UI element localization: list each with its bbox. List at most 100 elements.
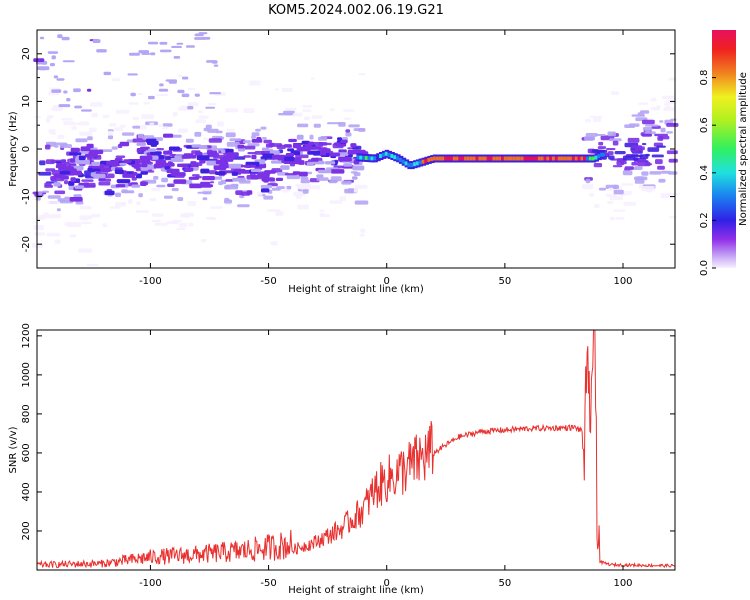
spectrogram-cell	[340, 139, 348, 144]
spectrogram-cell	[157, 124, 164, 128]
spectrogram-cell	[53, 182, 61, 187]
spectrogram-cell	[283, 189, 288, 193]
spectrogram-cell	[384, 151, 390, 156]
spectrogram-cell	[275, 211, 284, 216]
spectrogram-cell	[489, 156, 495, 161]
spectrogram-cell	[157, 155, 164, 160]
spectrogram-cell	[176, 227, 186, 230]
spectrogram-cell	[598, 141, 604, 146]
spectrogram-cell	[657, 165, 665, 170]
spectrogram-cell	[161, 177, 168, 183]
spectrogram-cell	[606, 148, 616, 151]
spectrogram-cell	[69, 197, 83, 202]
spectrogram-cell	[37, 215, 50, 219]
spectrogram-cell	[195, 151, 201, 155]
spectrogram-cell	[79, 215, 90, 221]
spectrogram-cell	[63, 90, 68, 94]
spectrogram-cell	[86, 88, 92, 92]
spectrogram-cell	[121, 189, 128, 194]
spectrogram-cell	[54, 142, 67, 146]
spectrogram-cell	[503, 156, 509, 161]
spectrogram-cell	[447, 156, 452, 161]
spectrogram-cell	[79, 205, 92, 210]
y-tick-label: 1000	[21, 362, 32, 387]
spectrogram-cell	[430, 157, 435, 162]
spectrogram-cell	[170, 172, 181, 176]
spectrogram-cell	[316, 177, 329, 181]
spectrogram-cell	[57, 198, 71, 202]
spectrogram-cell	[167, 183, 175, 187]
spectrogram-cell	[300, 179, 310, 184]
spectrogram-cell	[168, 146, 180, 151]
spectrogram-cell	[584, 119, 591, 123]
spectrogram-cell	[396, 156, 401, 161]
spectrogram-cell	[589, 192, 594, 197]
spectrogram-cell	[128, 199, 133, 204]
spectrogram-cell	[247, 152, 257, 155]
spectrogram-cell	[373, 156, 378, 161]
spectrogram-cell	[231, 156, 246, 160]
spectrogram-cell	[310, 77, 315, 80]
spectrogram-cell	[656, 145, 666, 148]
spectrogram-cell	[359, 233, 365, 237]
spectrogram-cell	[330, 169, 345, 174]
spectrogram-cell	[115, 202, 127, 207]
spectrogram-cell	[593, 163, 603, 168]
spectrogram-cell	[427, 157, 432, 162]
y-tick-label: 10	[21, 95, 32, 108]
spectrogram-cell	[577, 156, 582, 161]
spectrogram-cell	[201, 36, 211, 40]
spectrogram-cell	[176, 42, 184, 45]
spectrogram-cell	[42, 190, 49, 193]
spectrogram-cell	[132, 117, 139, 121]
spectrogram-cell	[605, 184, 619, 189]
spectrogram-cell	[302, 104, 312, 108]
spectrogram-cell	[594, 203, 600, 209]
spectrogram-cell	[50, 213, 62, 219]
spectrogram-cell	[251, 154, 257, 160]
colorbar-tick-label: 0.2	[699, 212, 710, 228]
y-tick-label: 600	[21, 443, 32, 462]
spectrogram-cell	[301, 140, 310, 145]
spectrogram-cell	[355, 184, 368, 189]
spectrogram-cell	[608, 187, 614, 192]
spectrogram-cell	[154, 222, 168, 226]
spectrogram-cell	[75, 200, 84, 205]
spectrogram-cell	[106, 161, 119, 165]
spectrogram-cell	[664, 103, 671, 106]
spectrogram-cell	[191, 144, 202, 148]
spectrogram-cell	[149, 198, 157, 202]
spectrogram-cell	[218, 181, 223, 186]
spectrogram-cell	[609, 216, 615, 221]
spectrogram-cell	[127, 73, 138, 76]
spectrogram-cell	[133, 164, 140, 169]
spectrogram-cell	[64, 180, 69, 185]
spectrogram-cell	[224, 199, 232, 204]
spectrogram-cell	[441, 156, 446, 161]
spectrogram-cell	[560, 156, 565, 161]
spectrogram-cell	[593, 117, 601, 122]
snr-series-line	[36, 329, 676, 569]
spectrogram-cell	[56, 78, 65, 81]
spectrogram-cell	[209, 206, 223, 209]
snr-y-axis-label: SNR (v/v)	[8, 426, 19, 473]
spectrogram-cell	[458, 156, 463, 161]
spectrogram-cell	[264, 170, 276, 174]
spectrogram-cell	[136, 201, 141, 205]
spectrogram-cell	[79, 131, 93, 136]
spectrogram-cell	[172, 111, 178, 117]
spectrogram-cell	[81, 109, 92, 112]
spectrogram-cell	[163, 133, 174, 138]
spectrogram-cell	[654, 133, 668, 137]
spectrogram-cell	[624, 166, 634, 170]
spectrogram-cell	[293, 112, 303, 117]
spectrogram-cell	[64, 222, 75, 227]
spectrogram-cell	[296, 134, 304, 140]
spectrogram-cell	[260, 188, 270, 193]
spectrogram-cell	[60, 159, 67, 164]
spectrogram-cell	[231, 171, 238, 176]
snr-x-ticks: -100 -50 0 50 100	[139, 330, 633, 589]
spectrogram-cell	[131, 184, 141, 188]
spectrogram-cell	[194, 93, 200, 97]
spectrogram-cell	[171, 45, 182, 48]
